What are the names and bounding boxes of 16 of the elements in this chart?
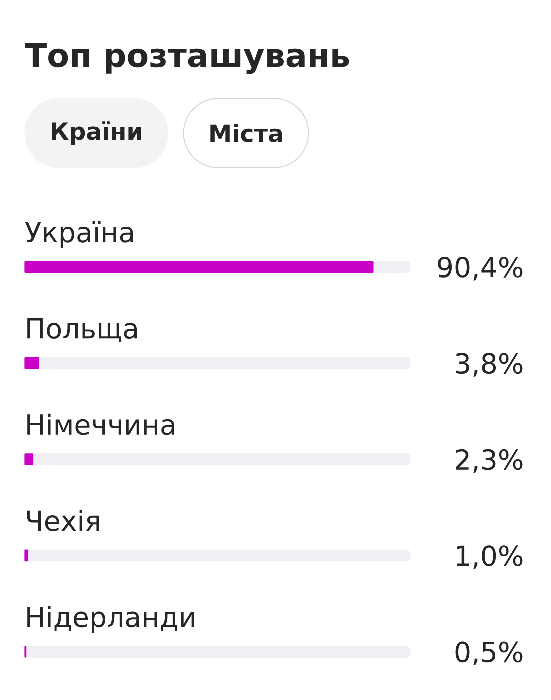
y-tick-label: Польща [28, 318, 138, 342]
y-tick-label: Німеччина [28, 414, 174, 436]
text: Міста [210, 124, 282, 142]
y-tick-label: Україна [25, 221, 134, 248]
chart-title: Топ розташувань [25, 43, 350, 74]
bar [24, 454, 34, 466]
data-label: 0,5% [456, 642, 523, 666]
data-label: 90,4% [438, 256, 523, 281]
data-label: 1,0% [456, 546, 523, 570]
text: Країни [52, 122, 142, 145]
data-label: 3,8% [456, 353, 523, 377]
bar [24, 357, 40, 370]
y-tick-label: Нідерланди [28, 606, 194, 633]
y-tick-label: Чехія [27, 510, 100, 532]
bar [24, 550, 29, 562]
data-label: 2,3% [456, 449, 523, 474]
